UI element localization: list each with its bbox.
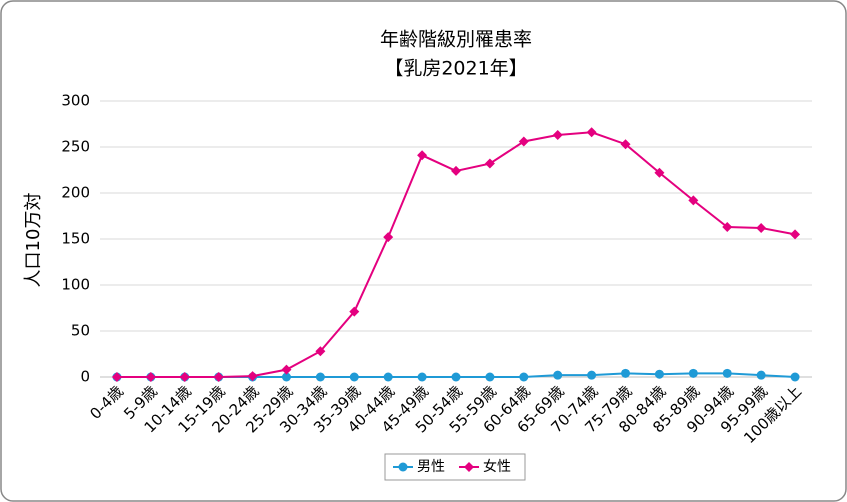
data-point (485, 372, 495, 382)
y-axis-label: 人口10万対 (23, 193, 44, 288)
data-point (553, 370, 563, 380)
y-tick-label: 300 (61, 92, 90, 110)
data-point (722, 368, 732, 378)
data-point (756, 370, 766, 380)
chart-title: 年齢階級別罹患率 (380, 29, 532, 51)
data-point (315, 346, 326, 357)
data-point (484, 158, 495, 169)
legend-marker (464, 462, 474, 472)
data-point (349, 372, 359, 382)
data-point (349, 306, 360, 317)
data-point (722, 222, 733, 233)
data-point (281, 364, 292, 375)
data-point (417, 150, 428, 161)
legend-label: 女性 (483, 458, 511, 475)
data-point (383, 372, 393, 382)
data-point (552, 130, 563, 141)
data-point (688, 368, 698, 378)
data-point (315, 372, 325, 382)
data-point (247, 371, 258, 382)
data-point (790, 372, 800, 382)
y-tick-label: 100 (61, 276, 90, 294)
y-tick-label: 200 (61, 184, 90, 202)
data-point (654, 167, 665, 178)
y-tick-label: 0 (80, 368, 90, 386)
data-point (519, 372, 529, 382)
legend-label: 男性 (417, 459, 445, 475)
data-point (451, 165, 461, 176)
y-tick-label: 50 (71, 322, 90, 340)
data-point (417, 372, 427, 382)
data-point (688, 195, 699, 206)
data-point (451, 372, 461, 382)
data-point (621, 368, 631, 378)
data-point (213, 372, 224, 382)
data-point (654, 369, 664, 379)
data-point (790, 229, 801, 240)
data-point (518, 136, 529, 147)
legend: 男性 女性 (384, 453, 526, 481)
data-point (620, 139, 631, 150)
data-point (281, 372, 291, 382)
data-point (179, 372, 190, 382)
data-point (383, 232, 394, 243)
data-point (111, 372, 122, 382)
chart-subtitle: 【乳房2021年】 (384, 58, 527, 80)
y-tick-label: 150 (61, 230, 90, 248)
legend-marker (398, 462, 408, 472)
data-point (145, 372, 156, 382)
y-tick-label: 250 (61, 138, 90, 156)
data-point (586, 127, 597, 138)
data-point (756, 222, 767, 233)
data-point (587, 370, 597, 380)
